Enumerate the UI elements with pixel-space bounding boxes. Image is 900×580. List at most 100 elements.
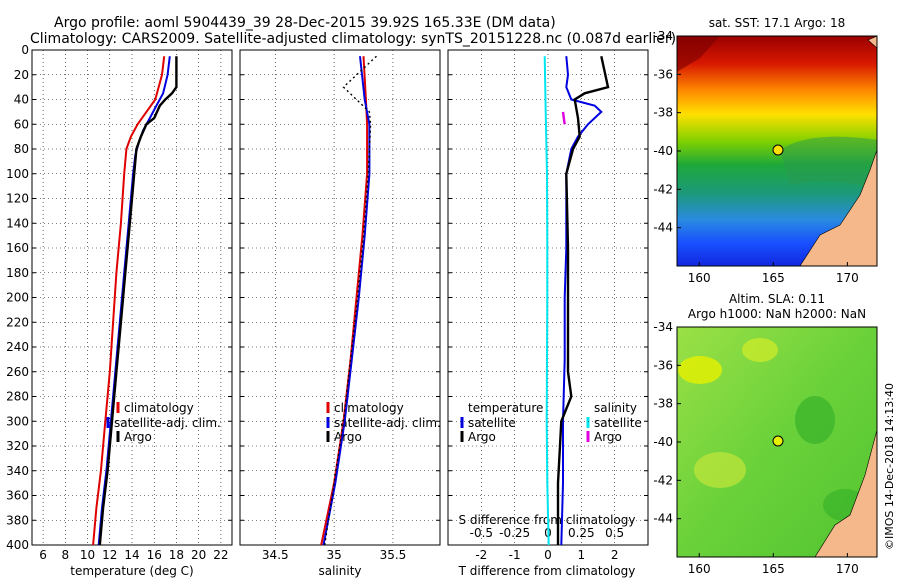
sst-map-title: sat. SST: 17.1 Argo: 18 — [709, 16, 846, 30]
depth-tick-label: 20 — [14, 68, 29, 82]
temperature-xtick-label: 8 — [62, 548, 70, 562]
sst-map: sat. SST: 17.1 Argo: 18 — [676, 16, 878, 267]
sla-low-1 — [795, 396, 835, 444]
depth-tick-label: 120 — [6, 192, 29, 206]
sla-map: Altim. SLA: 0.11 Argo h1000: NaN h2000: … — [676, 292, 878, 558]
salinity-diff-tick-label: 0.5 — [605, 526, 624, 540]
diff-legend-temperature-title: temperature — [468, 401, 543, 415]
legend-climatology-label: climatology — [124, 401, 194, 415]
temperature-series-argo — [98, 56, 178, 546]
depth-tick-label: 60 — [14, 117, 29, 131]
temperature-xtick-label: 18 — [169, 548, 184, 562]
salinity-xtick-label: 35.5 — [380, 548, 407, 562]
sla-ytick-label: -40 — [653, 435, 673, 449]
sla-xtick-label: 170 — [836, 562, 859, 576]
depth-tick-label: 380 — [6, 513, 29, 527]
sst-ytick-label: -40 — [653, 144, 673, 158]
sst-mid-patch — [780, 136, 877, 190]
temperature-marks: 6 8 10 12 14 16 18 20 22020406080100120140160180… — [6, 43, 232, 562]
legend-satellite-label: satellite-adj. clim. — [114, 416, 221, 430]
chart-marks: 6 8 10 12 14 16 18 20 22020406080100120140160180… — [6, 29, 859, 576]
difference-series-t-satellite — [560, 56, 603, 546]
difference-secondary-xlabel: S difference from climatology — [459, 513, 636, 527]
depth-tick-label: 300 — [6, 414, 29, 428]
sst-ytick-label: -38 — [653, 106, 673, 120]
imos-watermark: ©IMOS 14-Dec-2018 14:13:40 — [883, 383, 896, 550]
sst-land-north — [867, 36, 877, 49]
diff-legend-s-satellite-label: satellite — [594, 416, 642, 430]
sst-ytick-label: -36 — [653, 67, 673, 81]
difference-series-s-argo — [561, 111, 566, 125]
diff-legend-t-satellite-label: satellite — [468, 416, 516, 430]
depth-tick-label: 340 — [6, 464, 29, 478]
legend-argo-label: Argo — [124, 430, 152, 444]
difference-xtick-label: 0 — [544, 548, 552, 562]
difference-xlabel: T difference from climatology — [458, 564, 636, 578]
depth-tick-label: 260 — [6, 365, 29, 379]
temperature-xtick-label: 10 — [80, 548, 95, 562]
difference-legend: temperature satellite Argo salinity sate… — [460, 401, 642, 444]
difference-series-t-argo — [556, 55, 610, 545]
salinity-diff-tick-label: -0.25 — [499, 526, 530, 540]
difference-marks: -2 -1 0 1 2-0.5 -0.25 0 0.25 0.5 — [448, 49, 648, 562]
sla-high-1 — [678, 356, 722, 384]
temperature-xtick-label: 20 — [191, 548, 206, 562]
diff-legend-t-argo-label: Argo — [468, 430, 496, 444]
sla-ytick-label: -42 — [653, 473, 673, 487]
salinity-diff-tick-label: -0.5 — [470, 526, 493, 540]
salinity-legend-satellite-label: satellite-adj. clim. — [334, 416, 441, 430]
depth-tick-label: 40 — [14, 93, 29, 107]
depth-tick-label: 280 — [6, 390, 29, 404]
depth-tick-label: 400 — [6, 538, 29, 552]
salinity-xtick-label: 35 — [326, 548, 341, 562]
depth-tick-label: 100 — [6, 167, 29, 181]
sla-high-2 — [742, 338, 778, 362]
salinity-series-argo — [324, 55, 377, 546]
temperature-xtick-label: 22 — [213, 548, 228, 562]
sla-ytick-label: -44 — [653, 512, 673, 526]
depth-tick-label: 80 — [14, 142, 29, 156]
temperature-xtick-label: 6 — [39, 548, 47, 562]
sst-ytick-label: -44 — [653, 221, 673, 235]
sla-land — [814, 429, 877, 557]
sla-map-subtitle: Argo h1000: NaN h2000: NaN — [688, 307, 866, 321]
salinity-xtick-label: 34.5 — [262, 548, 289, 562]
depth-tick-label: 200 — [6, 291, 29, 305]
sla-xtick-label: 165 — [762, 562, 785, 576]
sst-land — [799, 149, 877, 266]
salinity-xlabel: salinity — [318, 564, 361, 578]
diff-legend-s-argo-label: Argo — [594, 430, 622, 444]
salinity-legend-climatology-label: climatology — [334, 401, 404, 415]
sla-argo-marker — [772, 435, 784, 447]
sst-argo-marker — [772, 144, 784, 156]
temperature-series-climatology — [92, 56, 166, 546]
sst-xtick-label: 170 — [836, 271, 859, 285]
salinity-marks: 34.5 35 35.5 — [240, 49, 440, 562]
salinity-diff-tick-label: 0.25 — [568, 526, 595, 540]
depth-tick-label: 180 — [6, 266, 29, 280]
sla-ytick-label: -38 — [653, 397, 673, 411]
sla-map-ticks: 160 165 170 -34 -36 -38 -40 -42 -44 — [653, 320, 858, 576]
sst-map-ticks: 160 165 170 -34 -36 -38 -40 -42 -44 — [653, 29, 858, 285]
difference-xtick-label: 2 — [611, 548, 619, 562]
difference-xtick-label: -1 — [509, 548, 521, 562]
temperature-xtick-label: 14 — [124, 548, 139, 562]
sst-ytick-label: -42 — [653, 182, 673, 196]
sla-high-3 — [694, 452, 746, 488]
difference-xtick-label: -2 — [475, 548, 487, 562]
sst-warm-patch — [677, 36, 720, 72]
sla-xtick-label: 160 — [688, 562, 711, 576]
temperature-xtick-label: 12 — [102, 548, 117, 562]
temperature-legend: climatology satellite-adj. clim. Argo — [106, 401, 221, 444]
temperature-xlabel: temperature (deg C) — [70, 564, 193, 578]
salinity-legend-argo-label: Argo — [334, 430, 362, 444]
title-line-1: Argo profile: aoml 5904439_39 28-Dec-201… — [54, 15, 556, 31]
difference-series-s-satellite — [543, 56, 550, 546]
title-line-2: Climatology: CARS2009. Satellite-adjuste… — [30, 31, 676, 47]
diff-legend-salinity-title: salinity — [594, 401, 637, 415]
sla-ytick-label: -36 — [653, 358, 673, 372]
depth-tick-label: 0 — [21, 43, 29, 57]
sla-map-title: Altim. SLA: 0.11 — [729, 292, 825, 306]
sla-ytick-label: -34 — [653, 320, 673, 334]
